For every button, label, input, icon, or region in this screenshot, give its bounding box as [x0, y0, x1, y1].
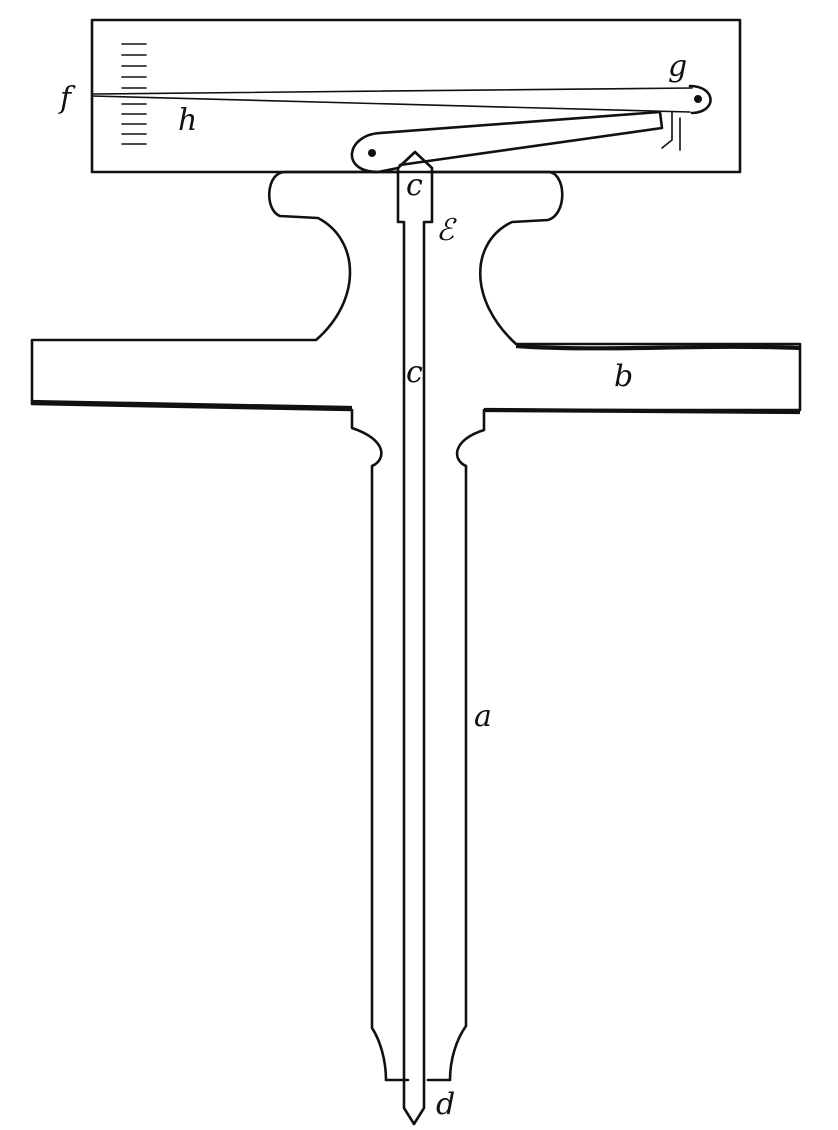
connecting-link — [350, 110, 681, 174]
pointer-lever — [91, 84, 712, 115]
scale-ticks — [121, 43, 147, 145]
label-b: b — [614, 359, 633, 394]
dial-box — [90, 18, 742, 174]
central-rod — [396, 150, 434, 1126]
label-d: d — [436, 1087, 455, 1122]
label-a: a — [474, 699, 492, 734]
label-h: h — [178, 103, 197, 138]
label-c-top: c — [406, 168, 423, 203]
label-g: g — [668, 49, 687, 84]
label-e: ℰ — [436, 213, 457, 248]
label-c-mid: c — [406, 355, 423, 390]
frame-body — [30, 170, 802, 1082]
label-f: f — [58, 81, 76, 116]
